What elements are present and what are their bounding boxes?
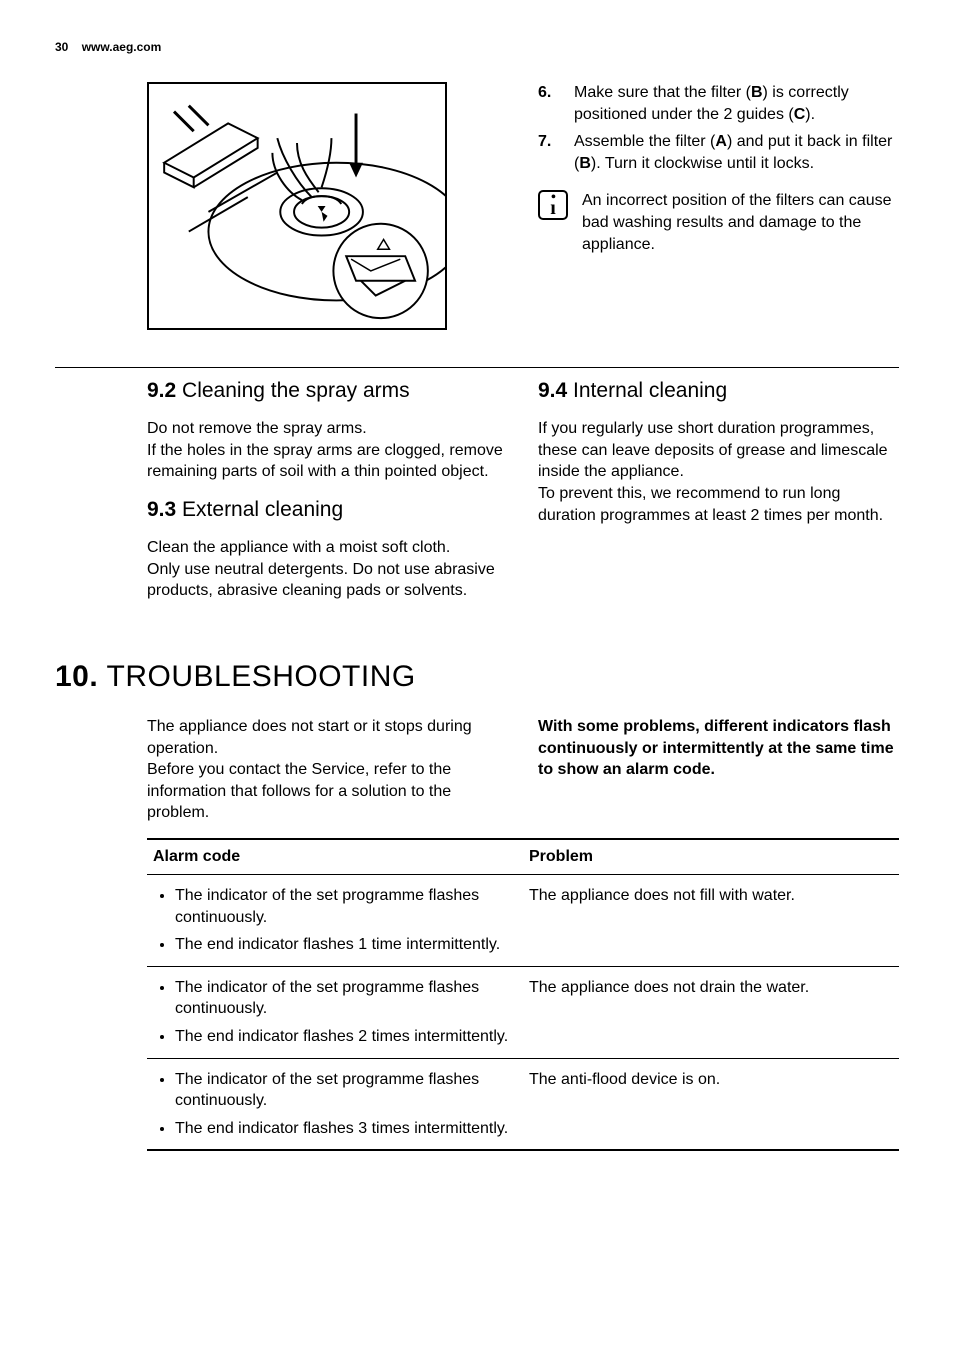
alarm-bullet: The indicator of the set programme flash… <box>175 1069 517 1112</box>
alarm-bullet: The end indicator flashes 1 time intermi… <box>175 934 517 956</box>
alarm-bullet: The end indicator flashes 2 times interm… <box>175 1026 517 1048</box>
alarm-bullet: The indicator of the set programme flash… <box>175 885 517 928</box>
problem-cell: The anti-flood device is on. <box>523 1058 899 1150</box>
heading-9-3: 9.3 External cleaning <box>147 497 508 523</box>
body-9-4: If you regularly use short duration prog… <box>538 418 899 526</box>
heading-9-4: 9.4 Internal cleaning <box>538 378 899 404</box>
step-7: Assemble the filter (A) and put it back … <box>538 131 899 174</box>
section-divider <box>55 367 899 368</box>
chapter-intro-left: The appliance does not start or it stops… <box>147 716 508 824</box>
alarm-code-cell: The indicator of the set programme flash… <box>147 1058 523 1150</box>
filter-illustration <box>147 82 447 330</box>
body-9-3: Clean the appliance with a moist soft cl… <box>147 537 508 602</box>
info-note-row: ı An incorrect position of the filters c… <box>538 190 899 255</box>
header-url: www.aeg.com <box>82 40 162 54</box>
heading-9-2: 9.2 Cleaning the spray arms <box>147 378 508 404</box>
page-header: 30 www.aeg.com <box>55 40 899 54</box>
chapter-10-title: 10. TROUBLESHOOTING <box>55 660 899 694</box>
page-number: 30 <box>55 40 68 54</box>
alarm-code-cell: The indicator of the set programme flash… <box>147 966 523 1058</box>
problem-cell: The appliance does not drain the water. <box>523 966 899 1058</box>
alarm-bullet: The indicator of the set programme flash… <box>175 977 517 1020</box>
chapter-intro-right: With some problems, different indicators… <box>538 716 899 781</box>
alarm-bullet: The end indicator flashes 3 times interm… <box>175 1118 517 1140</box>
body-9-2: Do not remove the spray arms.If the hole… <box>147 418 508 483</box>
alarm-code-cell: The indicator of the set programme flash… <box>147 875 523 967</box>
table-row: The indicator of the set programme flash… <box>147 875 899 967</box>
alarm-code-table: Alarm code Problem The indicator of the … <box>147 838 899 1151</box>
problem-cell: The appliance does not fill with water. <box>523 875 899 967</box>
step-6: Make sure that the filter (B) is correct… <box>538 82 899 125</box>
table-row: The indicator of the set programme flash… <box>147 966 899 1058</box>
filter-steps-list: Make sure that the filter (B) is correct… <box>538 82 899 174</box>
info-icon: ı <box>538 190 568 220</box>
table-row: The indicator of the set programme flash… <box>147 1058 899 1150</box>
table-header-problem: Problem <box>523 839 899 875</box>
info-note-text: An incorrect position of the filters can… <box>582 190 899 255</box>
table-header-alarm: Alarm code <box>147 839 523 875</box>
alarm-table-body: The indicator of the set programme flash… <box>147 875 899 1151</box>
